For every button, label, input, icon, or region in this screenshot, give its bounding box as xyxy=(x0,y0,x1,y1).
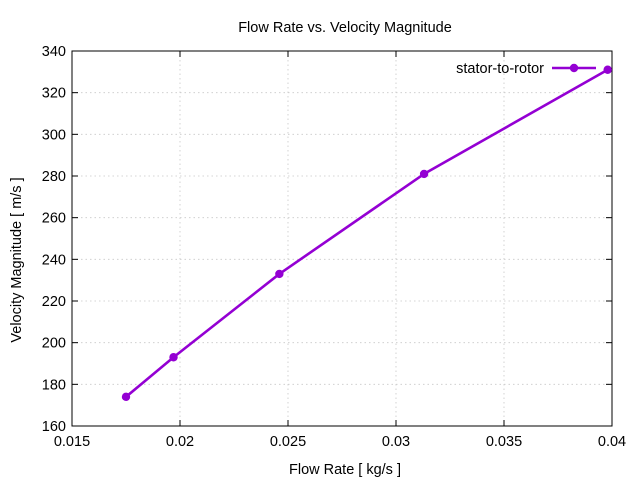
legend: stator-to-rotor xyxy=(456,61,596,77)
y-tick-label: 280 xyxy=(42,169,66,185)
y-axis-ticks: 160 180 200 220 240 260 280 300 320 340 xyxy=(42,44,612,435)
legend-label: stator-to-rotor xyxy=(456,61,544,77)
plot-frame xyxy=(71,50,613,427)
x-axis-label: Flow Rate [ kg/s ] xyxy=(289,462,401,478)
data-point xyxy=(419,169,429,179)
y-tick-label: 260 xyxy=(42,211,66,227)
data-point xyxy=(121,392,131,402)
series-layer xyxy=(121,65,612,402)
x-tick-label: 0.025 xyxy=(270,434,306,450)
y-tick-label: 160 xyxy=(42,419,66,435)
y-tick-label: 200 xyxy=(42,336,66,352)
data-point xyxy=(169,353,178,362)
y-tick-label: 220 xyxy=(42,294,66,310)
chart-title: Flow Rate vs. Velocity Magnitude xyxy=(238,20,452,36)
x-tick-label: 0.04 xyxy=(598,434,626,450)
y-tick-label: 340 xyxy=(42,44,66,60)
x-tick-label: 0.02 xyxy=(166,434,194,450)
y-axis-label: Velocity Magnitude [ m/s ] xyxy=(9,177,25,342)
data-point xyxy=(275,269,284,279)
y-tick-label: 300 xyxy=(42,127,66,143)
data-point xyxy=(603,65,612,74)
x-axis-ticks: 0.015 0.02 0.025 0.03 0.035 0.04 xyxy=(54,51,626,450)
y-tick-label: 180 xyxy=(42,377,66,393)
legend-marker xyxy=(569,63,579,73)
x-tick-label: 0.03 xyxy=(382,434,410,450)
series-line xyxy=(125,68,609,398)
x-tick-label: 0.035 xyxy=(486,434,522,450)
x-tick-label: 0.015 xyxy=(54,434,90,450)
y-tick-label: 320 xyxy=(42,86,66,102)
grid-lines xyxy=(72,51,612,426)
y-tick-label: 240 xyxy=(42,252,66,268)
